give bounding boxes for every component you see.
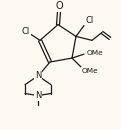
- Text: OMe: OMe: [87, 50, 103, 56]
- Text: Cl: Cl: [22, 27, 30, 36]
- Text: N: N: [35, 71, 41, 80]
- Text: O: O: [55, 1, 63, 11]
- Text: Cl: Cl: [86, 16, 94, 25]
- Text: N: N: [35, 91, 41, 100]
- Text: OMe: OMe: [82, 68, 98, 74]
